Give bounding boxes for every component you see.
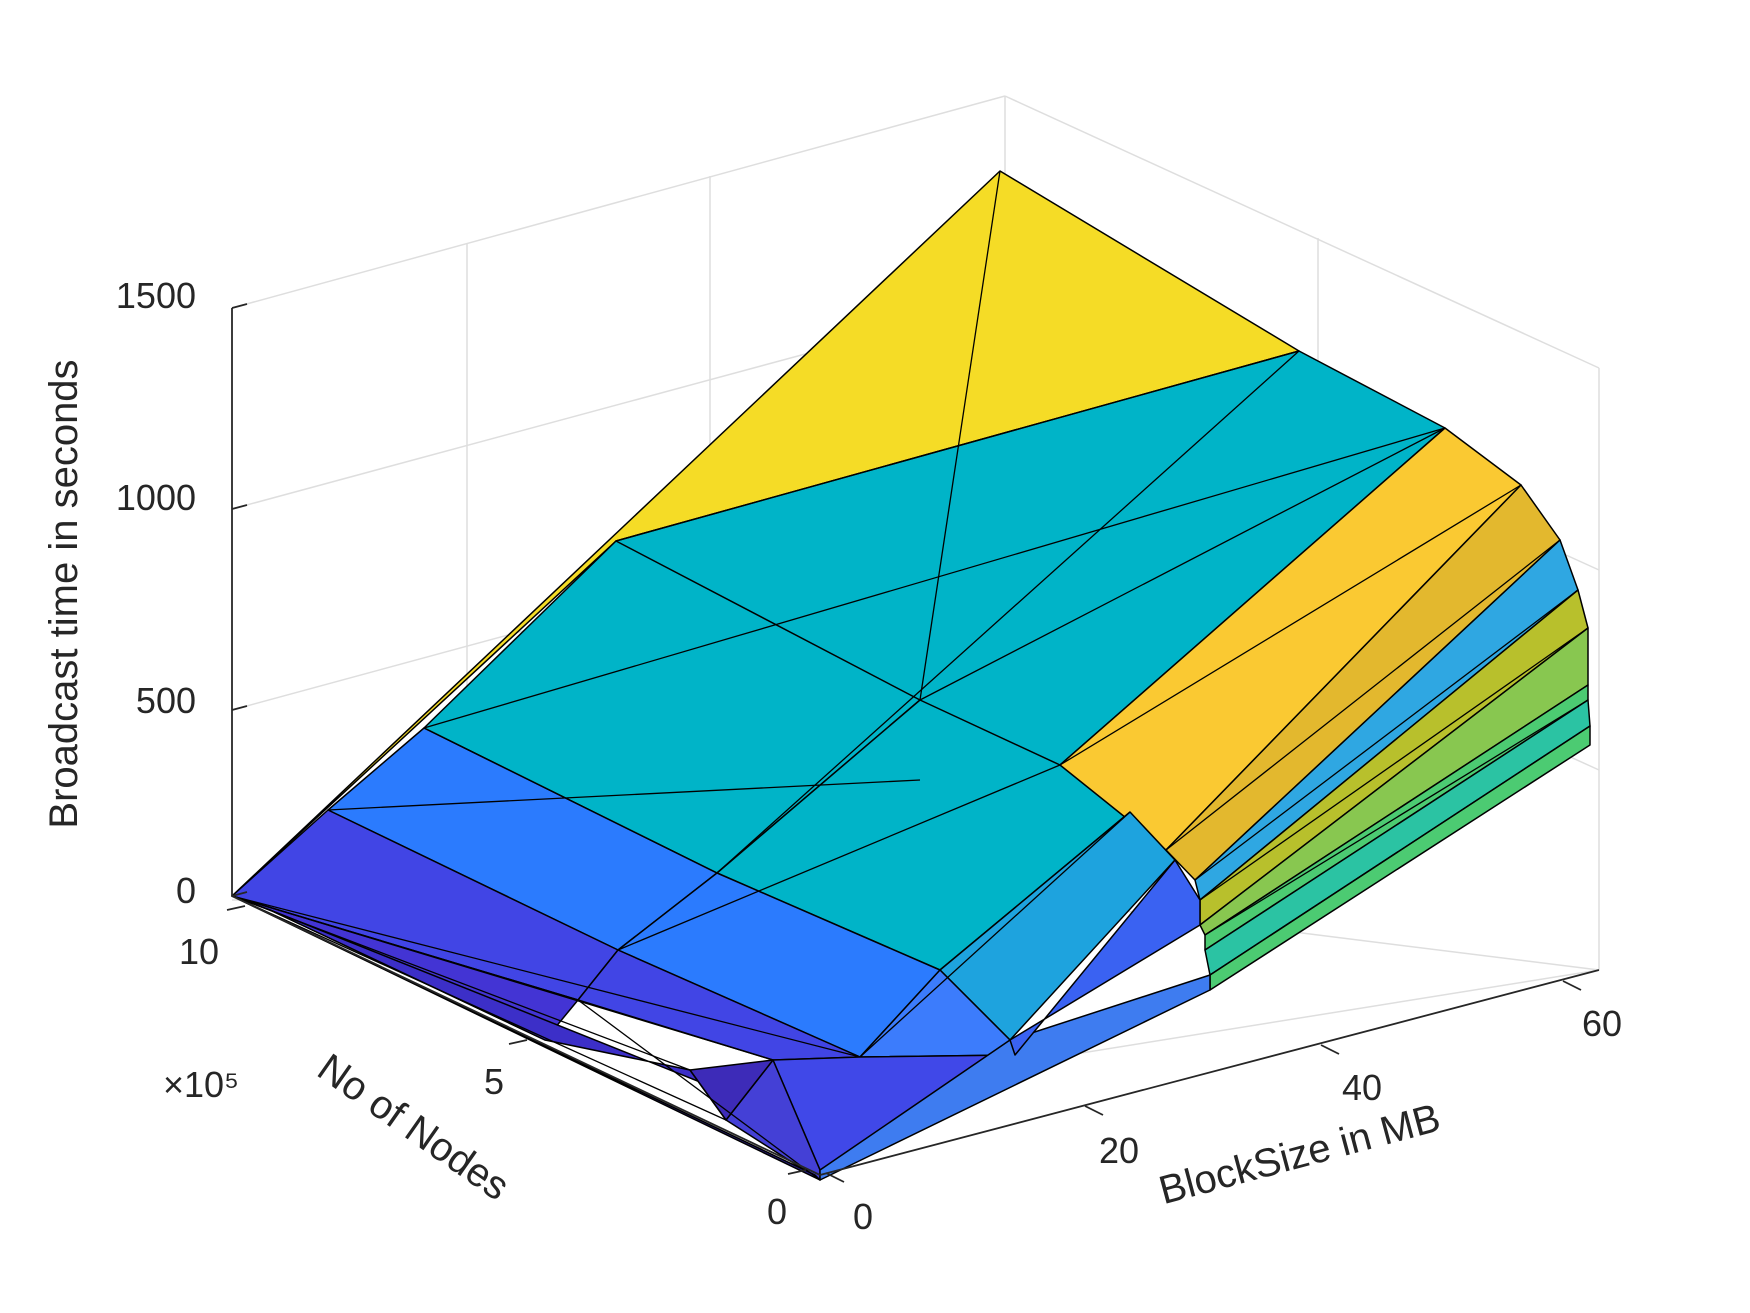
y-tick-label: 5 bbox=[484, 1061, 504, 1102]
z-axis-label: Broadcast time in seconds bbox=[42, 359, 86, 828]
x-tick bbox=[1320, 1044, 1340, 1055]
x-tick-label: 40 bbox=[1342, 1067, 1382, 1108]
mesh-line bbox=[231, 895, 861, 1058]
y-axis-line bbox=[231, 895, 821, 1176]
mesh-line bbox=[231, 895, 774, 1061]
z-tick-label: 0 bbox=[176, 870, 196, 911]
z-tick bbox=[231, 504, 248, 510]
x-tick bbox=[1084, 1105, 1104, 1116]
mesh-line bbox=[327, 779, 921, 811]
y-tick-label: 10 bbox=[179, 931, 219, 972]
mesh-line bbox=[1199, 627, 1589, 901]
z-tick-label: 500 bbox=[136, 680, 196, 721]
x-axis-line bbox=[819, 969, 1600, 1176]
z-tick-label: 1500 bbox=[116, 275, 196, 316]
mesh-line bbox=[1059, 484, 1522, 766]
grid-line bbox=[231, 95, 1006, 309]
axes bbox=[226, 303, 1600, 1183]
mesh-line bbox=[231, 895, 691, 1071]
mesh-line bbox=[231, 895, 727, 1121]
mesh-line bbox=[919, 170, 1001, 701]
y-tick bbox=[508, 1039, 528, 1045]
mesh-line bbox=[577, 999, 821, 1181]
surface-facet bbox=[819, 974, 1211, 1181]
x-tick-label: 20 bbox=[1099, 1130, 1139, 1171]
mesh-line bbox=[617, 764, 1061, 951]
mesh-line bbox=[615, 350, 1300, 542]
mesh-line bbox=[423, 727, 718, 874]
x-tick-label: 0 bbox=[853, 1196, 873, 1237]
surface-facet bbox=[1009, 859, 1201, 1056]
x-tick bbox=[1562, 980, 1582, 991]
z-tick bbox=[231, 705, 248, 711]
mesh-line bbox=[1209, 725, 1591, 976]
mesh-line bbox=[1194, 589, 1579, 881]
z-tick-label: 1000 bbox=[116, 477, 196, 518]
x-tick bbox=[825, 1172, 845, 1183]
surface bbox=[231, 170, 1591, 1181]
z-tick bbox=[231, 891, 248, 897]
z-tick bbox=[231, 303, 248, 309]
y-exponent-label: ×10⁵ bbox=[163, 1064, 239, 1105]
surface-facet bbox=[689, 1059, 774, 1121]
y-tick bbox=[787, 1169, 807, 1175]
mesh-line bbox=[919, 427, 1446, 701]
y-tick bbox=[226, 905, 246, 911]
y-tick-label: 0 bbox=[767, 1191, 787, 1232]
mesh-line bbox=[859, 811, 1131, 1058]
x-tick-label: 60 bbox=[1582, 1003, 1622, 1044]
mesh-line bbox=[423, 427, 1446, 729]
mesh-line bbox=[1165, 539, 1561, 851]
grid-line bbox=[1004, 95, 1600, 369]
mesh-line bbox=[1204, 699, 1589, 936]
x-axis-label: BlockSize in MB bbox=[1154, 1096, 1445, 1213]
